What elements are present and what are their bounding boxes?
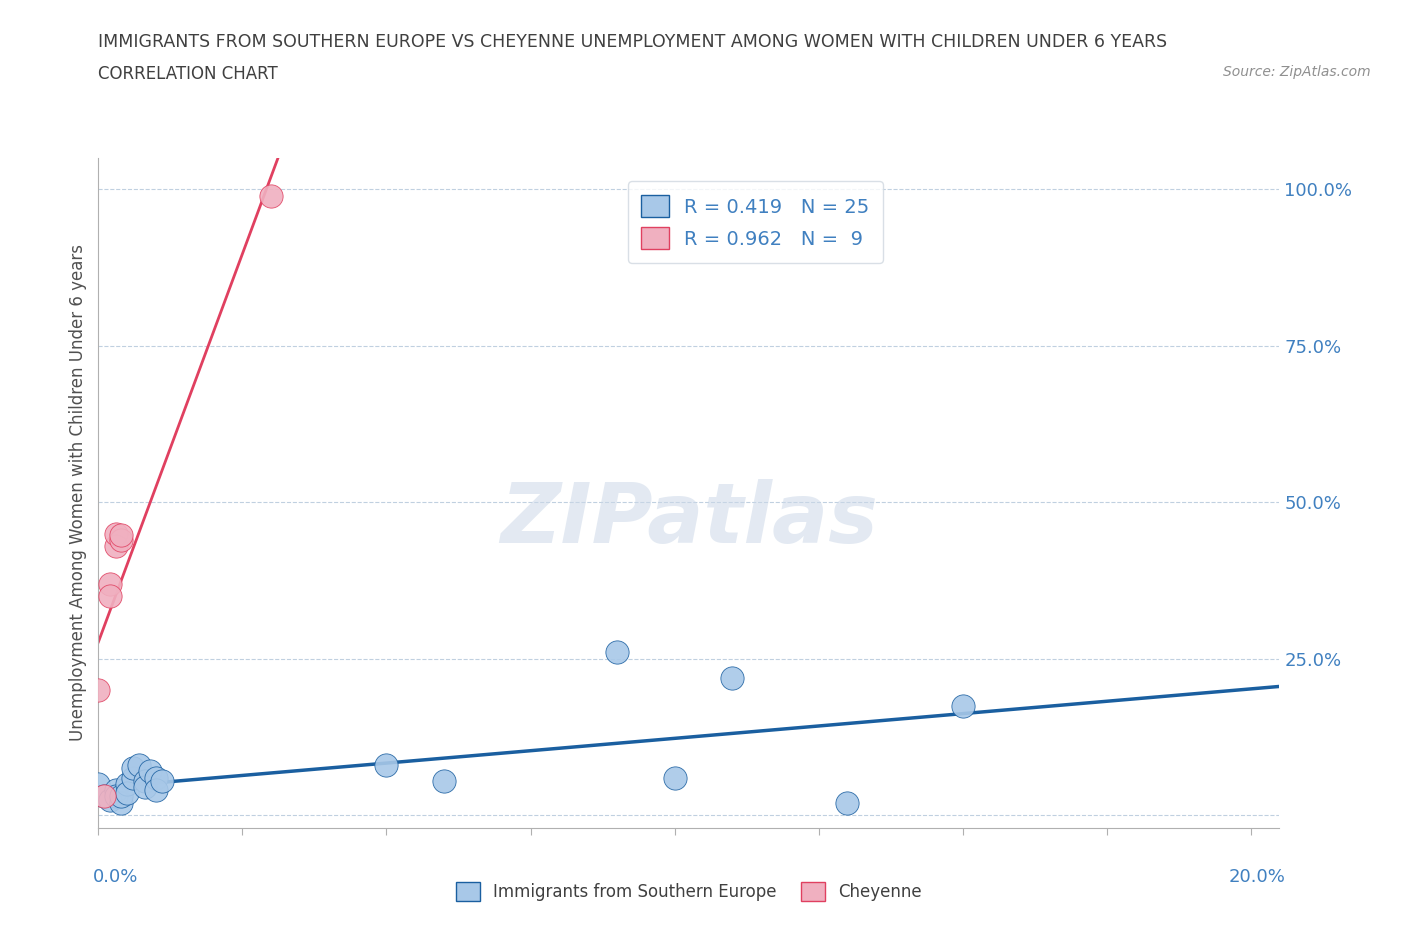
Text: 20.0%: 20.0% <box>1229 868 1285 886</box>
Point <box>98 577 121 591</box>
Point <box>93 789 115 804</box>
Y-axis label: Unemployment Among Women with Children Under 6 years: Unemployment Among Women with Children U… <box>69 245 87 741</box>
Point <box>664 770 686 785</box>
Legend: R = 0.419   N = 25, R = 0.962   N =  9: R = 0.419 N = 25, R = 0.962 N = 9 <box>628 181 883 263</box>
Point <box>721 671 744 685</box>
Point <box>260 188 283 203</box>
Point <box>110 527 132 542</box>
Point <box>104 526 127 541</box>
Point <box>87 683 110 698</box>
Point <box>110 789 132 804</box>
Point <box>115 777 138 791</box>
Text: ZIPatlas: ZIPatlas <box>501 479 877 560</box>
Point <box>433 774 456 789</box>
Point <box>150 774 173 789</box>
Point <box>122 761 145 776</box>
Point <box>104 789 127 804</box>
Point <box>104 538 127 553</box>
Point <box>139 764 162 778</box>
Point <box>93 789 115 804</box>
Point <box>98 589 121 604</box>
Point <box>134 779 156 794</box>
Text: IMMIGRANTS FROM SOUTHERN EUROPE VS CHEYENNE UNEMPLOYMENT AMONG WOMEN WITH CHILDR: IMMIGRANTS FROM SOUTHERN EUROPE VS CHEYE… <box>98 33 1167 50</box>
Point <box>87 777 110 791</box>
Point <box>837 795 859 810</box>
Point <box>115 786 138 801</box>
Text: CORRELATION CHART: CORRELATION CHART <box>98 65 278 83</box>
Point <box>122 770 145 785</box>
Text: 0.0%: 0.0% <box>93 868 138 886</box>
Point <box>375 758 398 773</box>
Point <box>145 770 167 785</box>
Point <box>98 792 121 807</box>
Point <box>110 795 132 810</box>
Point <box>128 758 150 773</box>
Point <box>145 783 167 798</box>
Point <box>952 698 974 713</box>
Point <box>606 645 628 660</box>
Point <box>110 532 132 547</box>
Point <box>104 783 127 798</box>
Legend: Immigrants from Southern Europe, Cheyenne: Immigrants from Southern Europe, Cheyenn… <box>450 875 928 908</box>
Point <box>134 774 156 789</box>
Text: Source: ZipAtlas.com: Source: ZipAtlas.com <box>1223 65 1371 79</box>
